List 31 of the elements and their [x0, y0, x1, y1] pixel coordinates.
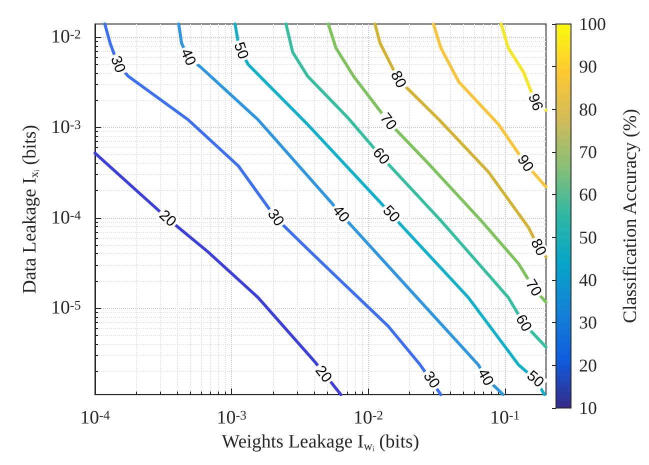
color-bar-label: 30: [579, 312, 597, 333]
annotation: 90: [514, 152, 537, 176]
annotation: 30: [107, 54, 129, 76]
color-bar-label: 80: [579, 99, 597, 120]
annotation: 60: [512, 312, 536, 335]
annotation: 80: [527, 236, 550, 259]
annotation: 50: [230, 40, 252, 62]
color-bar-label: 100: [579, 14, 606, 34]
annotation: 20: [312, 362, 336, 386]
annotation: 40: [176, 46, 200, 68]
annotation: 50: [523, 367, 548, 392]
color-bar-label: 10: [579, 398, 597, 418]
color-bar-label: 60: [579, 184, 597, 205]
annotation: 50: [379, 202, 404, 226]
annotation: 96: [524, 91, 546, 114]
annotation: 70: [522, 276, 546, 300]
annotation: 80: [386, 68, 410, 91]
color-bar-label: 50: [579, 227, 597, 248]
y-axis-title: Data Leakage Ixᵢ (bits): [20, 124, 42, 294]
color-bar-label: 90: [579, 56, 597, 77]
annotation: 40: [328, 202, 353, 226]
annotation: 20: [156, 206, 180, 230]
annotation: 60: [369, 144, 393, 168]
annotation: 30: [420, 368, 444, 392]
annotation: 30: [264, 206, 288, 230]
color-bar-label: 40: [579, 270, 597, 290]
annotation: 70: [376, 110, 400, 134]
color-bar-label: 20: [579, 355, 597, 376]
color-bar-label: 70: [579, 142, 597, 162]
color-bar-title: Classification Accuracy (%): [620, 108, 641, 324]
annotation: 40: [474, 366, 497, 389]
